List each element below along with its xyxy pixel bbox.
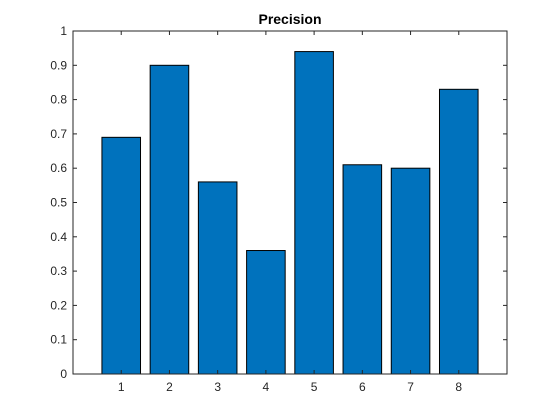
y-tick-label-0.1: 0.1: [50, 333, 67, 347]
y-tick-label-0.3: 0.3: [50, 264, 67, 278]
bar-4: [246, 250, 286, 375]
x-tick-label-8: 8: [455, 380, 462, 394]
y-tick-label-0.2: 0.2: [50, 298, 67, 312]
x-tick-label-3: 3: [214, 380, 221, 394]
axes-background: [73, 31, 507, 374]
bar-1: [101, 136, 142, 375]
bar-6: [342, 164, 383, 375]
y-tick-label-0.6: 0.6: [50, 161, 67, 175]
x-tick-label-1: 1: [118, 380, 125, 394]
y-tick-label-0.7: 0.7: [50, 127, 67, 141]
x-tick-label-4: 4: [263, 380, 270, 394]
y-tick-label-1: 1: [60, 24, 67, 38]
bar-7: [390, 167, 431, 375]
bar-5: [294, 51, 334, 375]
y-tick-label-0.9: 0.9: [50, 58, 67, 72]
bar-3: [197, 181, 238, 375]
x-tick-label-2: 2: [166, 380, 173, 394]
chart-title: Precision: [258, 11, 321, 27]
x-tick-label-7: 7: [407, 380, 414, 394]
bar-8: [438, 88, 479, 375]
y-tick-label-0.4: 0.4: [50, 230, 67, 244]
y-tick-label-0: 0: [60, 367, 67, 381]
x-tick-label-6: 6: [359, 380, 366, 394]
y-tick-label-0.8: 0.8: [50, 93, 67, 107]
x-tick-label-5: 5: [311, 380, 318, 394]
y-tick-label-0.5: 0.5: [50, 196, 67, 210]
plot-area: 1 2 3 4 5 6 7 8 0 0.1 0.2 0.3 0.4 0.5 0.6 0.7 0.8 0.9 1: [50, 24, 508, 394]
bar-2: [149, 64, 190, 375]
